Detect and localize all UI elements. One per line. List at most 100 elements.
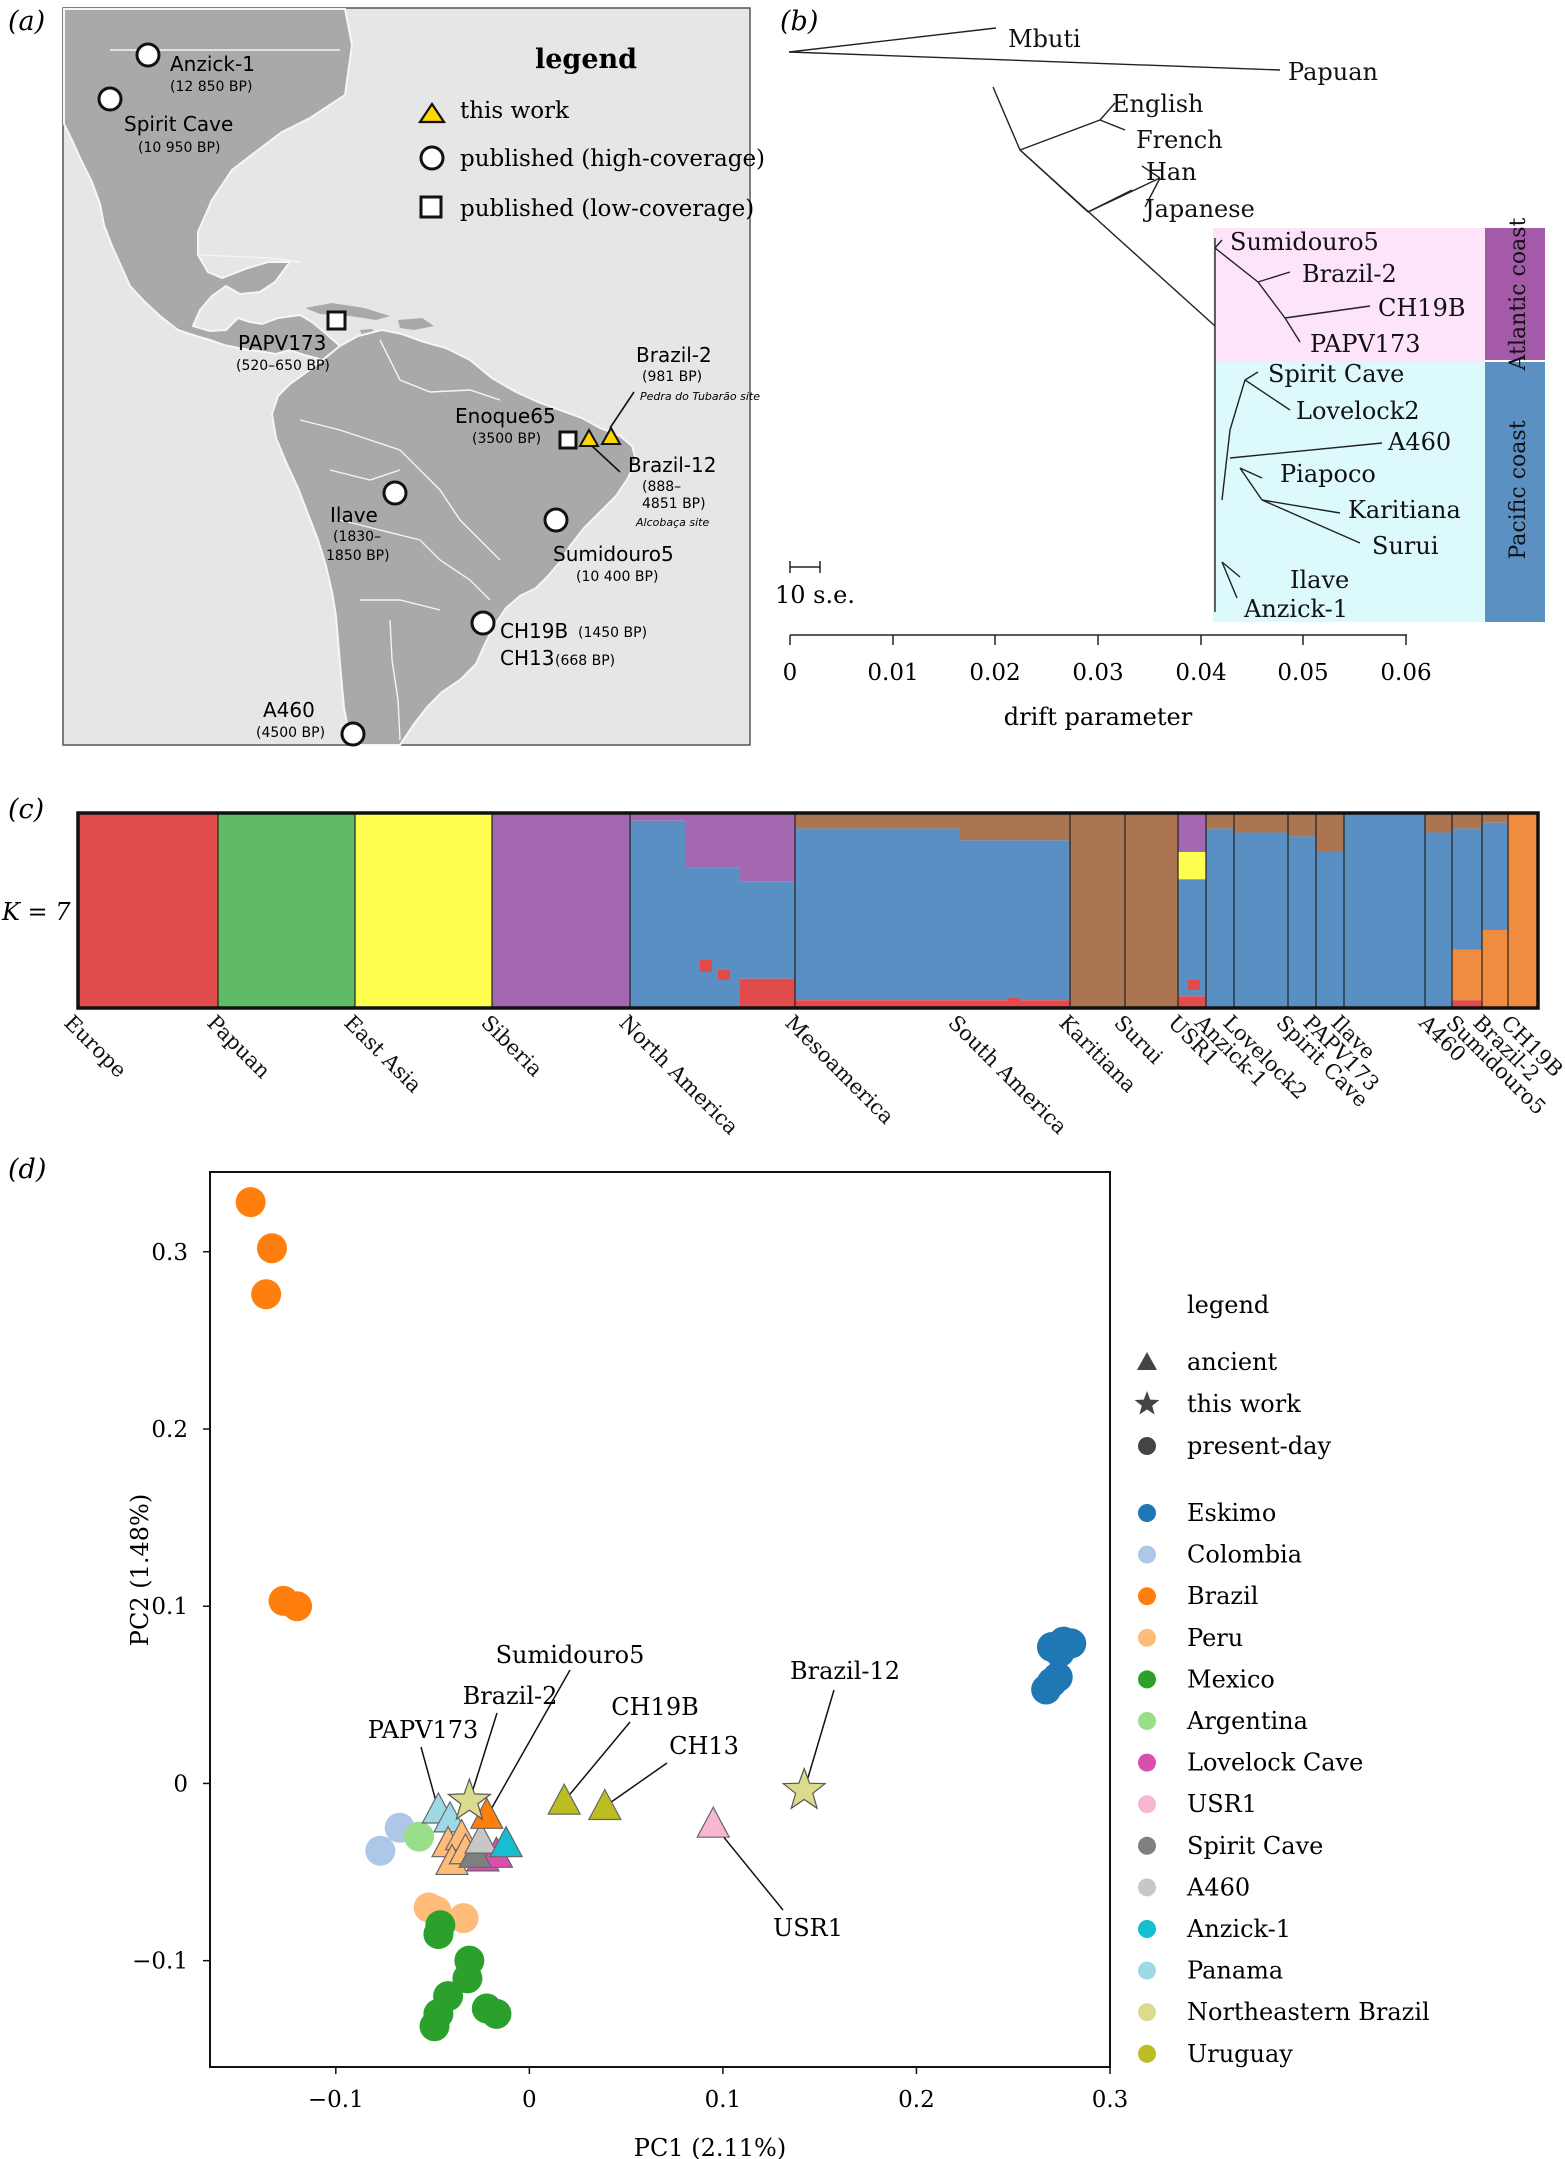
pca-legend-swatch [1138, 2003, 1156, 2022]
map-legend-item-high-coverage: published (high-coverage) [460, 146, 765, 172]
tree-leaf-surui: Surui [1372, 532, 1439, 560]
tree-leaf-karitiana: Karitiana [1348, 496, 1461, 524]
admixture-segment-native [795, 828, 960, 1001]
tree-leaf-brazil-2: Brazil-2 [1302, 260, 1397, 288]
site-marker-enoque65 [558, 430, 578, 450]
pca-ytick-label: 0.3 [151, 1240, 188, 1266]
admixture-segment-native [1206, 828, 1234, 1008]
tree-leaf-papv173: PAPV173 [1310, 330, 1421, 358]
scale-bar [789, 561, 821, 573]
site-date-enoque65: (3500 BP) [472, 431, 541, 447]
admixture-segment-karitiana [1316, 813, 1344, 852]
admixture-segment-native [1344, 813, 1425, 1008]
admixture-segment-east_asia [1178, 852, 1206, 880]
admixture-segment-native [1234, 832, 1288, 1008]
pca-legend-title: legend [1187, 1291, 1269, 1319]
pca-legend-group-label: Uruguay [1187, 2040, 1293, 2068]
site-name-spirit-cave: Spirit Cave [124, 112, 233, 136]
pca-annotation-label: CH19B [611, 1693, 698, 1721]
pca-point-anzick-1 [489, 1825, 524, 1858]
admixture-segment-native [1425, 832, 1452, 1008]
pca-legend-swatch [1138, 1545, 1156, 1564]
pca-annotation-leader [489, 1669, 571, 1811]
pca-legend-swatch [1138, 1878, 1156, 1897]
tree-leaf-papuan: Papuan [1288, 58, 1378, 86]
pca-annotation-leader [712, 1823, 784, 1911]
north-america-landmass [63, 8, 354, 364]
admixture-segment-native [1288, 836, 1316, 1008]
site-name-anzick: Anzick-1 [170, 52, 255, 76]
admixture-segment-native [1178, 879, 1206, 997]
site-date-brazil-12: (888– [642, 479, 681, 495]
admix-label-south-america: South America [943, 1011, 1072, 1140]
pca-point-usr1 [696, 1805, 731, 1838]
drift-tick-5: 0.05 [1277, 660, 1328, 686]
pca-point-mexico [481, 1998, 512, 2029]
panel-label-a: (a) [8, 6, 45, 37]
map-panel: legend this work published (high-coverag… [62, 7, 765, 747]
pca-point-mexico [452, 1963, 483, 1994]
admixture-bars [78, 813, 1538, 1008]
pca-annotation-label: PAPV173 [368, 1716, 479, 1744]
drift-tick-1: 0.01 [867, 660, 918, 686]
pca-point-a460 [463, 1821, 498, 1854]
south-america-landmass [270, 328, 638, 746]
site-name-sumidouro5: Sumidouro5 [553, 542, 674, 566]
pca-annotation-label: Brazil-2 [463, 1682, 558, 1710]
tree-branches [788, 27, 1383, 612]
pca-ytick-label: 0.1 [151, 1594, 188, 1620]
tree-leaf-japanese: Japanese [1142, 195, 1255, 223]
tree-leaf-sumidouro5: Sumidouro5 [1230, 228, 1379, 256]
pca-xtick-label: 0.3 [1092, 2087, 1129, 2113]
site-location-brazil-2: Pedra do Tubarão site [640, 390, 760, 403]
admix-label-europe: Europe [59, 1011, 131, 1083]
k-label: K = 7 [1, 898, 71, 926]
drift-tick-0: 0 [783, 660, 798, 686]
admixture-panel: K = 7 Europe Papuan East Asia Siberia No… [1, 811, 1565, 1140]
admix-label-mesoamerica: Mesoamerica [780, 1011, 898, 1129]
pca-legend-swatch [1138, 1920, 1156, 1938]
pca-legend-group-label: Spirit Cave [1187, 1832, 1323, 1860]
drift-tick-2: 0.02 [969, 660, 1020, 686]
admixture-segment-east_asia [355, 813, 492, 1008]
map-legend-item-this-work: this work [460, 98, 570, 124]
site-name-ilave: Ilave [330, 503, 378, 527]
pca-legend-group-label: Brazil [1187, 1582, 1258, 1610]
admixture-segment-siberia [630, 813, 685, 821]
pca-legend-swatch [1138, 1836, 1156, 1855]
admixture-segment-karitiana [1425, 813, 1452, 833]
admixture-segment-native [685, 867, 740, 1008]
site-date-ch13: (668 BP) [555, 653, 615, 669]
drift-tick-3: 0.03 [1072, 660, 1123, 686]
atlantic-coast-bar [1485, 228, 1545, 360]
pca-ytick-label: 0.2 [151, 1417, 188, 1443]
tree-leaf-anzick-1: Anzick-1 [1243, 595, 1348, 623]
scale-bar-label: 10 s.e. [775, 581, 855, 609]
triangle-icon [417, 102, 447, 124]
admixture-segment-europe [1178, 996, 1206, 1008]
pca-legend-swatch [1138, 1753, 1156, 1772]
pca-annotation-leader [604, 1762, 668, 1808]
pca-annotation-leader [468, 1712, 498, 1802]
pca-xtick-label: −0.1 [308, 2087, 364, 2113]
site-date-anzick: (12 850 BP) [170, 79, 252, 95]
site-marker-ilave [382, 480, 408, 506]
admixture-segment-karitiana [1125, 813, 1178, 1008]
pca-point-colombia [365, 1835, 396, 1866]
tree-leaf-mbuti: Mbuti [1008, 25, 1081, 53]
circle-icon [419, 145, 445, 171]
site-location-brazil-12: Alcobaça site [635, 516, 709, 529]
admixture-segment-karitiana [1070, 813, 1125, 1008]
site-marker-papv173 [326, 310, 347, 331]
pca-point-mexico [419, 2011, 450, 2042]
pca-point-northeastern-brazil [781, 1766, 827, 1810]
site-date-spirit-cave: (10 950 BP) [138, 140, 220, 156]
triangle-icon [1137, 1352, 1157, 1370]
site-marker-spirit-cave [97, 86, 123, 112]
admixture-segment-brazil [1452, 949, 1482, 1001]
pca-annotation-label: Brazil-12 [790, 1657, 900, 1685]
pca-legend-swatch [1138, 1628, 1156, 1647]
pca-point-northeastern-brazil [446, 1777, 492, 1821]
pca-annotation-label: USR1 [773, 1914, 843, 1942]
pca-legend-group-label: Anzick-1 [1186, 1915, 1291, 1943]
